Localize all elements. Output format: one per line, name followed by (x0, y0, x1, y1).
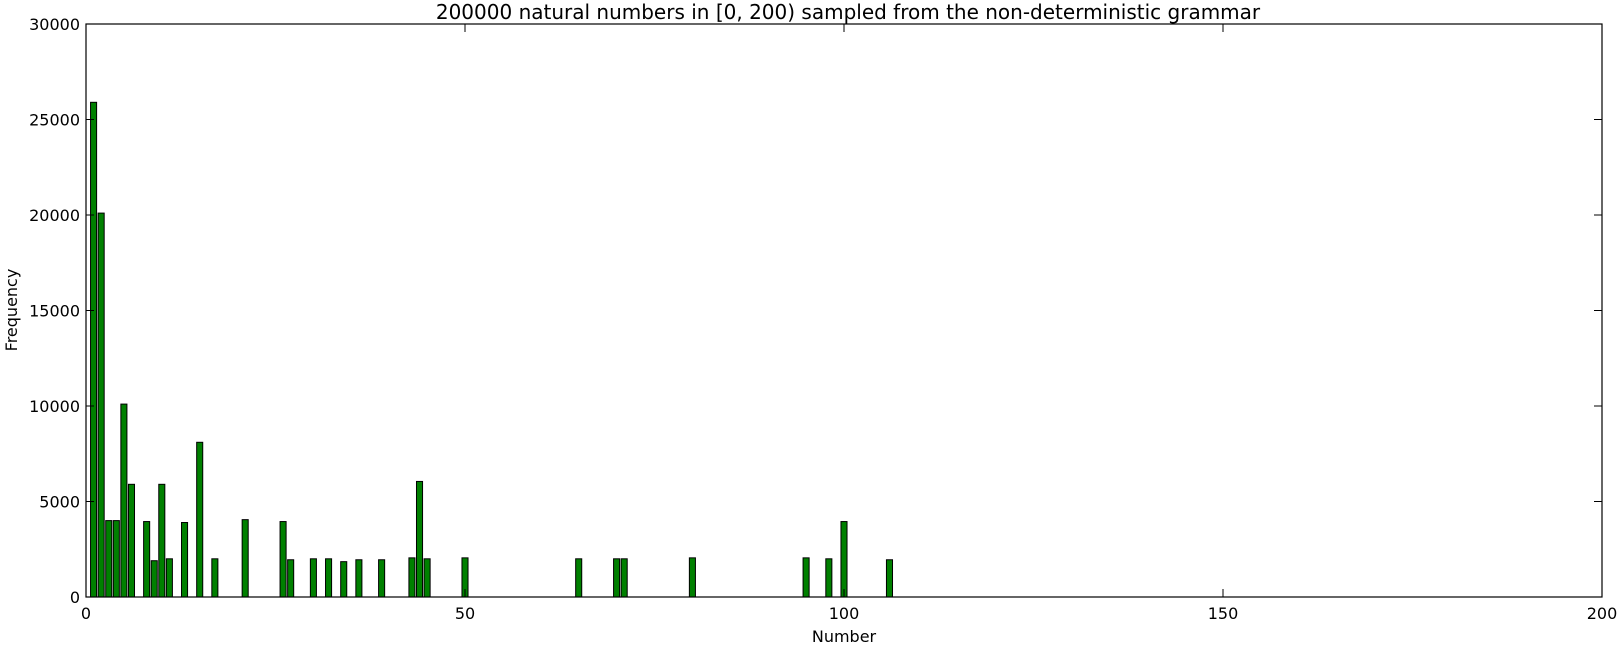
bar-45 (423, 558, 431, 598)
y-tick-label-30000: 30000 (29, 15, 80, 34)
bar-30 (309, 558, 317, 598)
bar-65 (575, 558, 583, 598)
x-tick-label-150: 150 (1208, 604, 1239, 623)
bar-106 (885, 559, 894, 598)
bar-95 (802, 557, 810, 598)
y-tick-label-10000: 10000 (29, 397, 80, 416)
bar-100 (840, 521, 848, 598)
bar-5 (120, 403, 128, 598)
bar-6 (127, 483, 136, 598)
bar-39 (378, 559, 386, 598)
bar-32 (325, 558, 333, 598)
y-tick-label-15000: 15000 (29, 302, 80, 321)
x-tick-label-100: 100 (829, 604, 860, 623)
bar-15 (196, 441, 204, 598)
bars-group (90, 101, 894, 598)
bar-26 (279, 521, 287, 598)
bar-4 (112, 520, 120, 598)
bar-98 (825, 558, 833, 598)
y-tick-label-20000: 20000 (29, 206, 80, 225)
bar-13 (181, 522, 189, 598)
bar-10 (158, 483, 166, 598)
bar-36 (355, 559, 363, 598)
y-tick-label-0: 0 (70, 588, 80, 607)
bar-3 (105, 520, 113, 598)
bar-44 (415, 480, 424, 598)
bar-1 (90, 101, 98, 598)
x-tick-label-200: 200 (1587, 604, 1618, 623)
bar-71 (620, 558, 628, 598)
bar-27 (287, 559, 295, 598)
bar-9 (150, 560, 158, 598)
y-tick-label-5000: 5000 (39, 493, 80, 512)
x-tick-label-0: 0 (81, 604, 91, 623)
bar-34 (340, 561, 348, 598)
x-axis-label: Number (812, 627, 877, 646)
bar-70 (613, 558, 621, 598)
bar-80 (688, 557, 696, 598)
bar-2 (97, 212, 105, 598)
bar-8 (143, 521, 151, 598)
bar-17 (211, 558, 219, 598)
ticks-group: 0 50 100 150 200 0 5000 10000 15000 20000 25000 300… (29, 15, 1617, 623)
bar-43 (408, 557, 416, 598)
x-tick-label-50: 50 (455, 604, 475, 623)
bar-21 (241, 519, 249, 598)
bar-11 (165, 558, 173, 598)
y-tick-label-25000: 25000 (29, 111, 80, 130)
plot-frame (85, 23, 1603, 598)
chart-title: 200000 natural numbers in [0, 200) sampl… (436, 0, 1261, 24)
y-axis-label: Frequency (2, 269, 21, 352)
